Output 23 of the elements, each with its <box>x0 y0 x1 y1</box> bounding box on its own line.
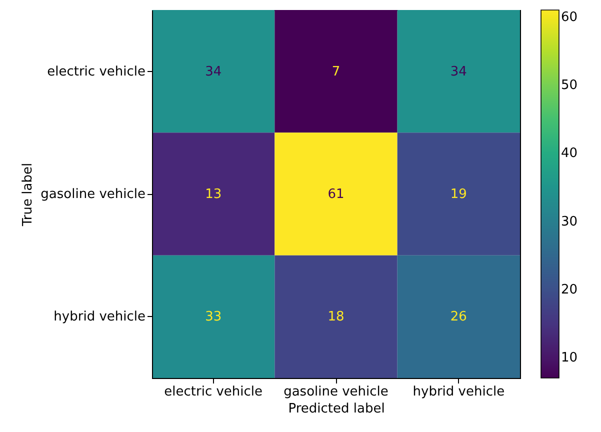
x-axis-title: Predicted label <box>288 402 385 416</box>
data-label: 26 <box>450 310 467 325</box>
color-bar-label: 60 <box>561 10 578 25</box>
color-bar-label: 50 <box>561 78 578 93</box>
x-tick-label: hybrid vehicle <box>412 384 505 400</box>
data-label: 13 <box>205 187 222 202</box>
data-label: 34 <box>450 64 467 80</box>
y-tick-label: gasoline vehicle <box>40 187 146 202</box>
color-bar-label: 30 <box>561 214 578 230</box>
data-label: 19 <box>450 187 467 202</box>
color-bar-label: 20 <box>561 282 578 298</box>
x-tick-label: electric vehicle <box>164 384 263 400</box>
color-bar-label: 40 <box>561 146 578 162</box>
y-axis-title: True label <box>20 162 36 228</box>
data-label: 7 <box>332 64 340 80</box>
y-tick-label: electric vehicle <box>47 64 146 80</box>
color-bar-label: 10 <box>561 350 578 366</box>
x-tick-label: gasoline vehicle <box>284 384 388 400</box>
data-label: 61 <box>328 187 344 202</box>
data-label: 34 <box>205 64 222 80</box>
data-label: 33 <box>205 310 222 325</box>
data-label: 18 <box>328 310 344 325</box>
y-tick-label: hybrid vehicle <box>54 310 146 325</box>
